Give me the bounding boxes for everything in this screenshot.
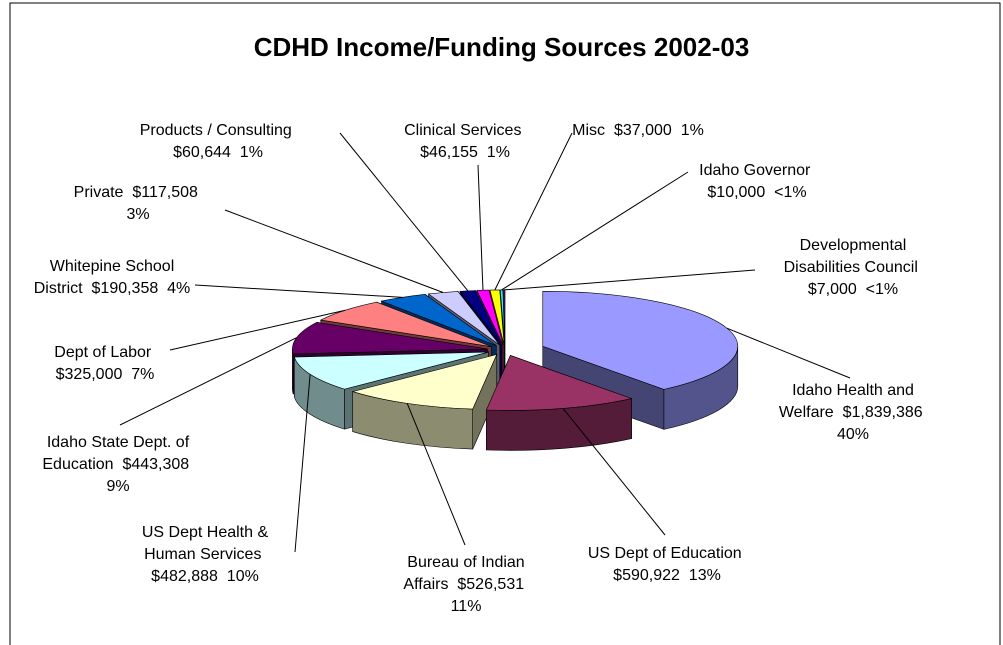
- leader-line: [501, 171, 689, 291]
- slice-value: $1,839,386: [842, 404, 923, 421]
- slice-value: $10,000: [707, 184, 766, 201]
- slice-name: US Dept of Education: [587, 545, 742, 562]
- slice-value: $526,531: [457, 576, 525, 593]
- slice-value: $117,508: [132, 184, 198, 201]
- slice-side: [292, 348, 294, 395]
- slice-value: $37,000: [613, 122, 672, 139]
- leader-line: [494, 132, 573, 291]
- slice-label: Private $117,508 3%: [68, 182, 208, 226]
- slice: [319, 301, 492, 347]
- slice-value: $325,000: [55, 366, 123, 383]
- slice-percent: 9%: [106, 478, 130, 495]
- slice-name: Developmental Disabilities Council: [783, 237, 918, 276]
- slice-name: Whitepine School District: [33, 258, 175, 297]
- slice-percent: <1%: [774, 184, 807, 201]
- slice-name: Idaho Health and Welfare: [778, 382, 914, 421]
- slice-percent: 4%: [167, 280, 191, 297]
- slice-percent: 40%: [836, 426, 870, 443]
- slice-value: $46,155: [420, 144, 478, 161]
- slice-name: Idaho State Dept. of Education: [42, 434, 190, 473]
- slice: [485, 355, 633, 411]
- slice-value: $482,888: [151, 568, 218, 585]
- slice-percent: 1%: [486, 144, 510, 161]
- slice-label: Idaho Governor $10,000 <1%: [692, 160, 822, 204]
- slice-value: $443,308: [122, 456, 190, 473]
- slice-name: Private: [73, 184, 124, 201]
- slice-name: Dept of Labor: [54, 344, 152, 361]
- slice-name: Clinical Services: [404, 122, 522, 139]
- slice-percent: 1%: [680, 122, 704, 139]
- slice-name: Bureau of Indian Affairs: [403, 554, 525, 593]
- slice-name: US Dept Health & Human Services: [141, 524, 269, 563]
- slice-value: $7,000: [807, 281, 857, 298]
- slice-label: Bureau of Indian Affairs $526,531 11%: [386, 552, 546, 618]
- slice-name: Idaho Governor: [699, 162, 811, 179]
- leader-line: [294, 374, 311, 553]
- leader-line: [406, 403, 466, 546]
- leader-line: [119, 337, 297, 426]
- slice: [351, 354, 498, 410]
- leader-line: [169, 309, 346, 351]
- slice-value: $190,358: [91, 280, 159, 297]
- slice-label: Dept of Labor $325,000 7%: [40, 342, 170, 386]
- slice-percent: <1%: [865, 281, 899, 298]
- slice-value: $60,644: [173, 144, 231, 161]
- slice-label: Whitepine School District $190,358 4%: [32, 256, 192, 300]
- slice-label: US Dept Health & Human Services $482,888…: [135, 522, 275, 588]
- leader-line: [726, 327, 851, 379]
- slice-label: Developmental Disabilities Council $7,00…: [773, 235, 933, 301]
- slice: [380, 294, 497, 346]
- slice: [293, 351, 489, 390]
- slice-percent: 11%: [450, 598, 482, 615]
- leader-line: [339, 132, 469, 292]
- slice-value: $590,922: [613, 567, 680, 584]
- slice-label: Idaho Health and Welfare $1,839,386 40%: [771, 380, 936, 446]
- leader-line: [194, 284, 403, 298]
- slice-label: Products / Consulting $60,644 1%: [128, 120, 308, 164]
- leader-line: [503, 269, 756, 291]
- leader-line: [562, 408, 666, 536]
- slice-name: Misc: [572, 122, 606, 139]
- slice-label: Idaho State Dept. of Education $443,308 …: [31, 432, 206, 498]
- slice-label: Clinical Services $46,155 1%: [395, 120, 535, 164]
- slice-percent: 7%: [131, 366, 155, 383]
- slice-label: Misc $37,000 1%: [558, 120, 718, 142]
- slice: [489, 289, 505, 346]
- chart-frame: [9, 2, 1001, 645]
- leader-line: [224, 209, 444, 293]
- leader-line: [477, 164, 484, 291]
- slice-label: US Dept of Education $590,922 13%: [567, 543, 767, 587]
- slice-percent: 3%: [126, 206, 150, 223]
- slice-percent: 13%: [688, 567, 721, 584]
- chart-title: CDHD Income/Funding Sources 2002-03: [253, 32, 750, 62]
- slice-percent: 1%: [239, 144, 263, 161]
- slice-name: Products / Consulting: [139, 122, 292, 139]
- slice: [292, 322, 488, 355]
- slice-percent: 10%: [226, 568, 259, 585]
